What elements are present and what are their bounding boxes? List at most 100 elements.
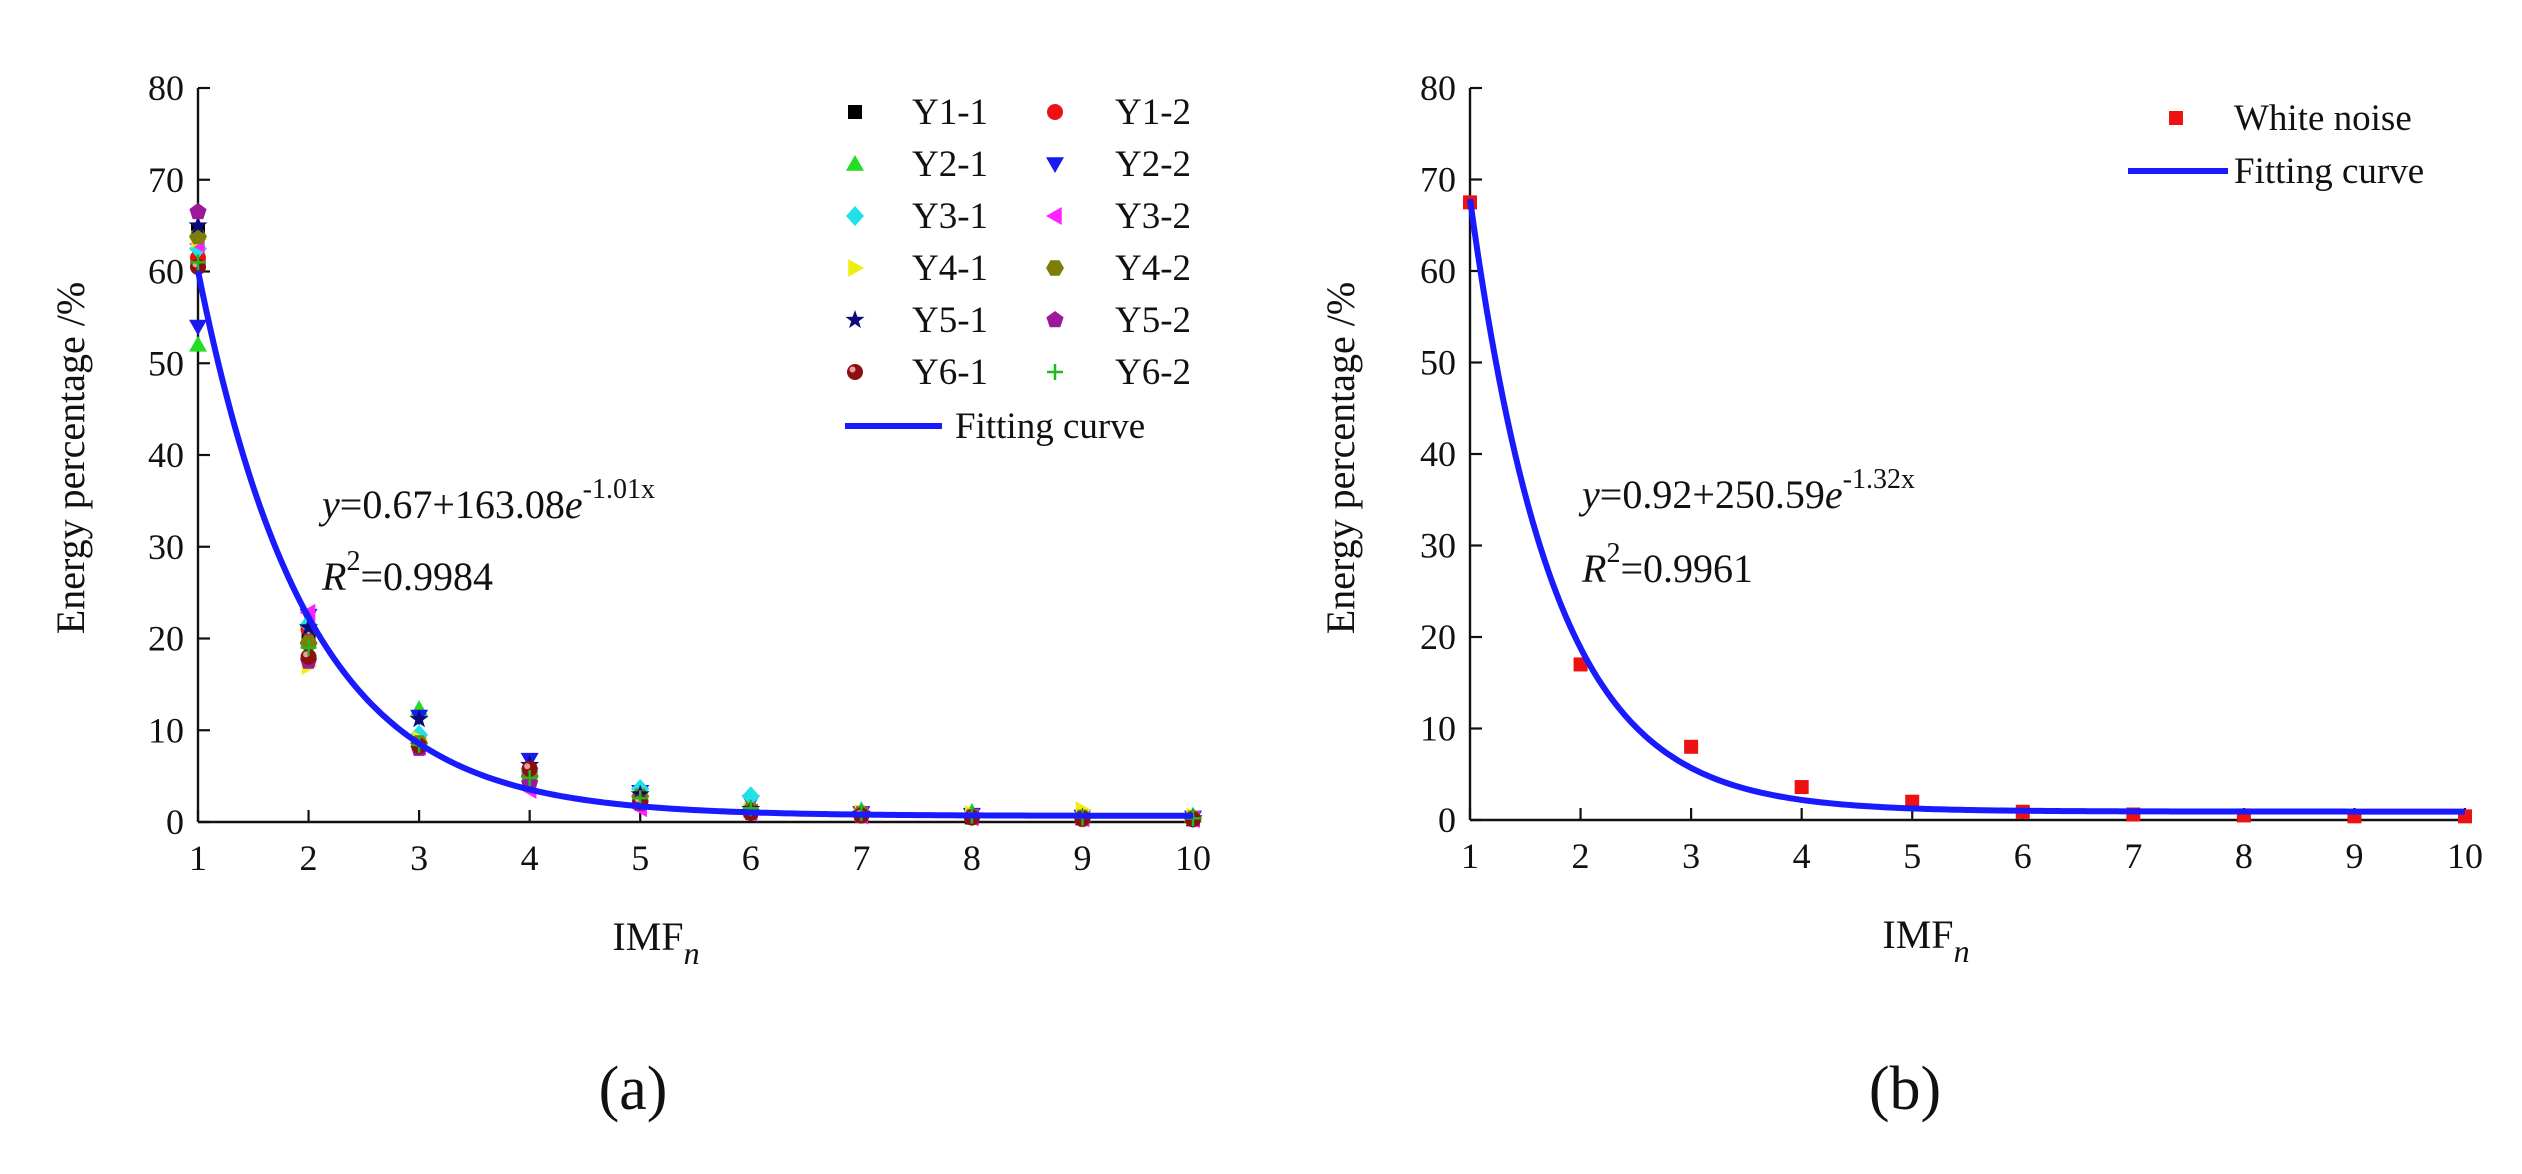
data-point-a <box>190 254 206 271</box>
x-tick-label-a: 9 <box>1073 838 1091 878</box>
y-tick-label-a: 10 <box>148 710 184 750</box>
fit-curve-b <box>1467 198 2465 815</box>
y-tick-label-b: 0 <box>1438 800 1456 840</box>
x-tick-label-a: 2 <box>300 838 318 878</box>
panel-label-text-b: (b) <box>1869 1055 1941 1123</box>
series-y1-2-a <box>190 249 1201 828</box>
chart-panel-b: 0 10 20 30 40 50 60 70 80 1 2 3 4 5 6 7 8 9 10 White noise F… <box>1318 68 2483 1123</box>
eq-y-var-a: y <box>318 482 340 527</box>
eq-r-sup-a: 2 <box>346 546 360 577</box>
x-tick-label-a: 5 <box>631 838 649 878</box>
x-tick-label-b: 4 <box>1793 836 1811 876</box>
y-tick-label-b: 60 <box>1420 251 1456 291</box>
eq-body-a: =0.67+163.08 <box>340 482 565 527</box>
x-tick-label-a: 10 <box>1175 838 1211 878</box>
data-point-a <box>189 335 207 352</box>
eq-y-var-b: y <box>1578 472 1600 517</box>
legend-marker-a <box>1046 311 1064 328</box>
x-tick-label-a: 8 <box>963 838 981 878</box>
x-axis-label-b: IMFn <box>1882 912 1969 969</box>
legend-marker-a <box>846 206 864 226</box>
legend-marker-b <box>2169 111 2183 125</box>
eq-r-b: R <box>1581 546 1606 591</box>
panel-label-b: (b) <box>1869 1055 1941 1123</box>
r-squared-a: R2=0.9984 <box>321 546 493 599</box>
data-point-a <box>741 786 760 807</box>
eq-r-value-b: =0.9961 <box>1620 546 1753 591</box>
series-y6-1-a <box>190 258 1201 828</box>
chart-panel-a: 0 10 20 30 40 50 60 70 80 1 2 3 4 5 6 7 8 9 10 Y1-1 Y1-2 Y2-1… <box>48 68 1211 1123</box>
legend-marker-a <box>1047 364 1063 380</box>
y-tick-label-a: 20 <box>148 619 184 659</box>
eq-r-sup-b: 2 <box>1606 538 1620 569</box>
x-tick-label-b: 1 <box>1461 836 1479 876</box>
legend-marker-a <box>1046 157 1064 173</box>
fit-equation-a: y=0.67+163.08e-1.01x R2=0.9984 <box>318 474 655 599</box>
panel-label-a: (a) <box>599 1055 668 1123</box>
y-tick-label-b: 40 <box>1420 434 1456 474</box>
x-tick-label-b: 5 <box>1903 836 1921 876</box>
legend-label-a: Y6-1 <box>912 352 988 393</box>
legend-marker-a <box>1047 104 1063 120</box>
x-tick-label-a: 4 <box>521 838 539 878</box>
legend-b: White noise Fitting curve <box>2128 98 2424 192</box>
y-tick-label-b: 50 <box>1420 343 1456 383</box>
x-axis-label-a: IMFn <box>612 914 699 971</box>
x-tick-label-b: 3 <box>1682 836 1700 876</box>
y-tick-label-b: 20 <box>1420 617 1456 657</box>
data-point-a-shine <box>524 763 531 770</box>
legend-label-a: Y4-1 <box>912 248 988 289</box>
data-point-b <box>1684 739 1699 754</box>
legend-label-b: White noise <box>2234 98 2412 139</box>
data-point-a <box>189 319 207 336</box>
y-tick-label-a: 0 <box>166 802 184 842</box>
x-tick-label-b: 10 <box>2447 836 2483 876</box>
x-tick-label-b: 2 <box>1572 836 1590 876</box>
legend-label-a: Y2-1 <box>912 144 988 185</box>
legend-label-a: Y5-1 <box>912 300 988 341</box>
panel-label-text-a: (a) <box>599 1055 668 1123</box>
x-tick-label-b: 6 <box>2014 836 2032 876</box>
legend-marker-a <box>845 310 865 329</box>
data-point-a <box>300 639 317 656</box>
legend-label-a: Y5-2 <box>1115 300 1191 341</box>
y-axis-label-b: Energy percentage /% <box>1318 282 1363 634</box>
legend-label-a: Y1-2 <box>1115 92 1191 133</box>
fit-equation-b: y=0.92+250.59e-1.32x R2=0.9961 <box>1578 464 1915 591</box>
legend-label-a: Y2-2 <box>1115 144 1191 185</box>
y-tick-label-a: 60 <box>148 252 184 292</box>
equation-line-b: y=0.92+250.59e-1.32x <box>1578 464 1915 517</box>
plot-area-a: 0 10 20 30 40 50 60 70 80 1 2 3 4 5 6 7 8 9 10 Y1-1 Y1-2 Y2-1… <box>148 68 1211 878</box>
y-tick-label-a: 70 <box>148 160 184 200</box>
x-label-text-b: IMF <box>1882 912 1953 957</box>
legend-label-a: Y3-1 <box>912 196 988 237</box>
legend-marker-a <box>847 364 863 380</box>
eq-r-a: R <box>321 554 346 599</box>
legend-fit-label-b: Fitting curve <box>2234 151 2424 192</box>
x-tick-label-a: 3 <box>410 838 428 878</box>
eq-body-b: =0.92+250.59 <box>1600 472 1825 517</box>
y-tick-label-a: 80 <box>148 68 184 108</box>
x-tick-label-b: 7 <box>2124 836 2142 876</box>
r-squared-b: R2=0.9961 <box>1581 538 1753 591</box>
legend-fit-label-a: Fitting curve <box>955 406 1145 447</box>
data-point-a <box>189 202 207 220</box>
legend-marker-a <box>848 105 862 119</box>
data-point-b <box>1905 794 1920 809</box>
legend-marker-a-body <box>847 364 863 380</box>
y-tick-label-b: 10 <box>1420 709 1456 749</box>
y-tick-label-b: 80 <box>1420 68 1456 108</box>
x-tick-label-a: 1 <box>189 838 207 878</box>
y-tick-label-a: 30 <box>148 527 184 567</box>
y-tick-label-a: 40 <box>148 435 184 475</box>
x-tick-label-b: 9 <box>2345 836 2363 876</box>
x-tick-label-a: 7 <box>852 838 870 878</box>
eq-exponent-b: -1.32x <box>1843 464 1915 495</box>
y-tick-label-a: 50 <box>148 343 184 383</box>
y-tick-label-b: 30 <box>1420 526 1456 566</box>
eq-e-a: e <box>565 482 583 527</box>
fit-curve-a <box>195 270 1193 819</box>
x-label-text-a: IMF <box>612 914 683 959</box>
eq-e-b: e <box>1825 472 1843 517</box>
x-tick-label-b: 8 <box>2235 836 2253 876</box>
